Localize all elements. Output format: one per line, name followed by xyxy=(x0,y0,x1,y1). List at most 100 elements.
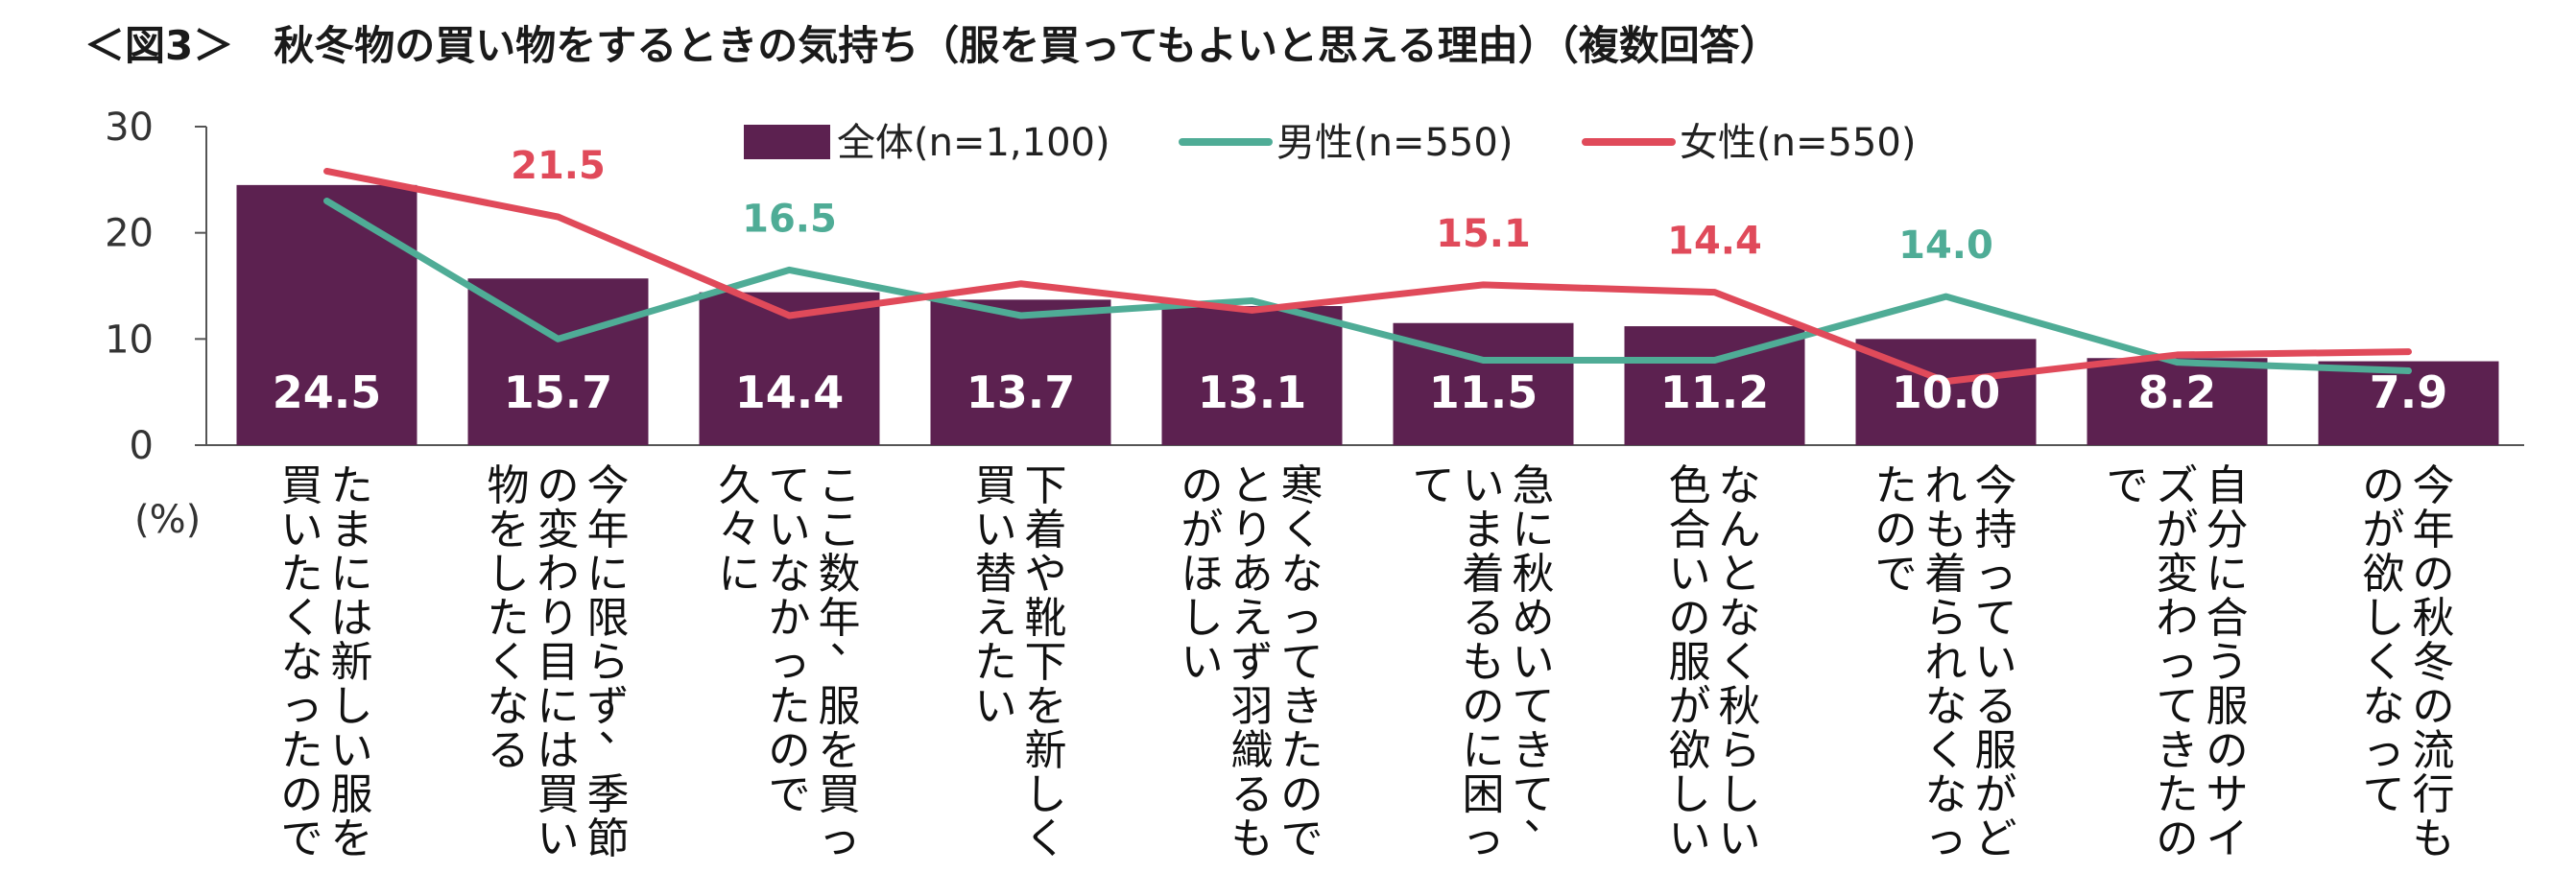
category-char: い xyxy=(1463,461,1505,510)
bar-value-label: 15.7 xyxy=(504,366,613,418)
category-char: 新 xyxy=(331,638,373,687)
category-char: 買 xyxy=(975,461,1017,510)
category-char: え xyxy=(975,594,1017,643)
category-char: 寒 xyxy=(1281,461,1324,510)
bar-value-label: 14.4 xyxy=(735,366,845,418)
category-char: こ xyxy=(819,461,861,510)
category-char: ほ xyxy=(1181,550,1224,599)
category-char: 季 xyxy=(587,770,630,819)
category-char: い xyxy=(1181,638,1224,687)
category-char: 困 xyxy=(1463,770,1505,819)
line-value-label: 15.1 xyxy=(1436,212,1531,256)
category-char: い xyxy=(1669,550,1711,599)
category-char: れ xyxy=(1925,638,1968,687)
bar-value-label: 13.7 xyxy=(966,366,1076,418)
category-char: ら xyxy=(1719,726,1761,775)
category-char: 着 xyxy=(1025,506,1067,554)
category-char: 年 xyxy=(819,594,861,643)
category-char: し xyxy=(1181,594,1224,643)
category-char: て xyxy=(2363,770,2405,819)
category-char: 節 xyxy=(587,814,630,863)
category-char: ま xyxy=(331,506,373,554)
category-char: 々 xyxy=(719,506,761,554)
category-char: な xyxy=(281,638,323,687)
category-char: が xyxy=(1181,506,1224,554)
category-char: を xyxy=(488,506,530,554)
category-char: 買 xyxy=(281,461,323,510)
bar xyxy=(1161,306,1343,445)
category-char: く xyxy=(2363,638,2405,687)
line-series xyxy=(323,167,2412,386)
category-char: な xyxy=(769,550,811,599)
category-char: 年 xyxy=(2413,506,2455,554)
bar-value-label: 8.2 xyxy=(2138,366,2217,418)
category-char: な xyxy=(1719,594,1761,643)
category-char: イ xyxy=(2206,814,2249,863)
category-char: な xyxy=(2363,682,2405,731)
category-char: っ xyxy=(1463,814,1505,863)
bar-value-label: 11.2 xyxy=(1660,366,1770,418)
category-char: な xyxy=(1925,682,1968,731)
line-value-label: 21.5 xyxy=(511,144,606,188)
category-char: で xyxy=(2107,461,2149,510)
category-char: い xyxy=(537,814,580,863)
category-char: の xyxy=(1463,682,1505,731)
category-char: れ xyxy=(1925,461,1968,510)
category-char: 自 xyxy=(2206,461,2249,510)
category-char: 服 xyxy=(2206,682,2249,731)
category-char: 織 xyxy=(1231,726,1274,775)
bar xyxy=(2318,361,2499,445)
category-char: も xyxy=(1925,506,1968,554)
category-char: い xyxy=(1719,814,1761,863)
category-char: た xyxy=(281,550,323,599)
female-series-line xyxy=(323,167,2412,386)
category-char: 下 xyxy=(1025,638,1067,687)
category-char: な xyxy=(488,682,530,731)
category-char: 秋 xyxy=(2413,594,2455,643)
male-series-line xyxy=(323,197,2412,375)
category-char: の xyxy=(2157,814,2199,863)
category-char: を xyxy=(819,726,861,775)
category-char: 欲 xyxy=(1669,726,1711,775)
category-char: わ xyxy=(2157,594,2199,643)
category-char: 服 xyxy=(331,770,373,819)
category-char: た xyxy=(2157,770,2199,819)
category-char: 急 xyxy=(1513,461,1555,510)
bar-series xyxy=(236,184,2499,445)
category-char: 限 xyxy=(587,594,630,643)
category-char: 久 xyxy=(719,461,761,510)
category-char: 色 xyxy=(1669,461,1711,510)
category-char: の xyxy=(537,461,580,510)
category-char: て xyxy=(1975,594,2017,643)
legend-label-male: 男性(n=550) xyxy=(1276,121,1513,165)
category-char: こ xyxy=(819,506,861,554)
category-char: サ xyxy=(2206,770,2249,819)
category-char: 行 xyxy=(2413,770,2455,819)
category-char: て xyxy=(769,461,811,510)
unit-label: (%) xyxy=(134,498,201,542)
category-char: 物 xyxy=(488,461,530,510)
category-char: の xyxy=(2413,550,2455,599)
bar-value-label: 13.1 xyxy=(1198,366,1307,418)
category-char: る xyxy=(1231,770,1274,819)
y-tick-label: 10 xyxy=(105,318,154,362)
category-char: で xyxy=(1875,550,1918,599)
category-char: で xyxy=(769,770,811,819)
category-char: に xyxy=(1513,506,1555,554)
category-char: 流 xyxy=(2413,726,2455,775)
category-char: い xyxy=(769,506,811,554)
category-char: も xyxy=(1463,638,1505,687)
category-char: り xyxy=(1231,506,1274,554)
category-char: ず xyxy=(1231,638,1274,687)
category-char: え xyxy=(1231,594,1274,643)
category-char: 分 xyxy=(2206,506,2249,554)
category-char: た xyxy=(488,594,530,643)
category-char: 、 xyxy=(1524,790,1566,839)
category-char: っ xyxy=(769,638,811,687)
category-char: が xyxy=(2157,506,2199,554)
category-char: 変 xyxy=(2157,550,2199,599)
